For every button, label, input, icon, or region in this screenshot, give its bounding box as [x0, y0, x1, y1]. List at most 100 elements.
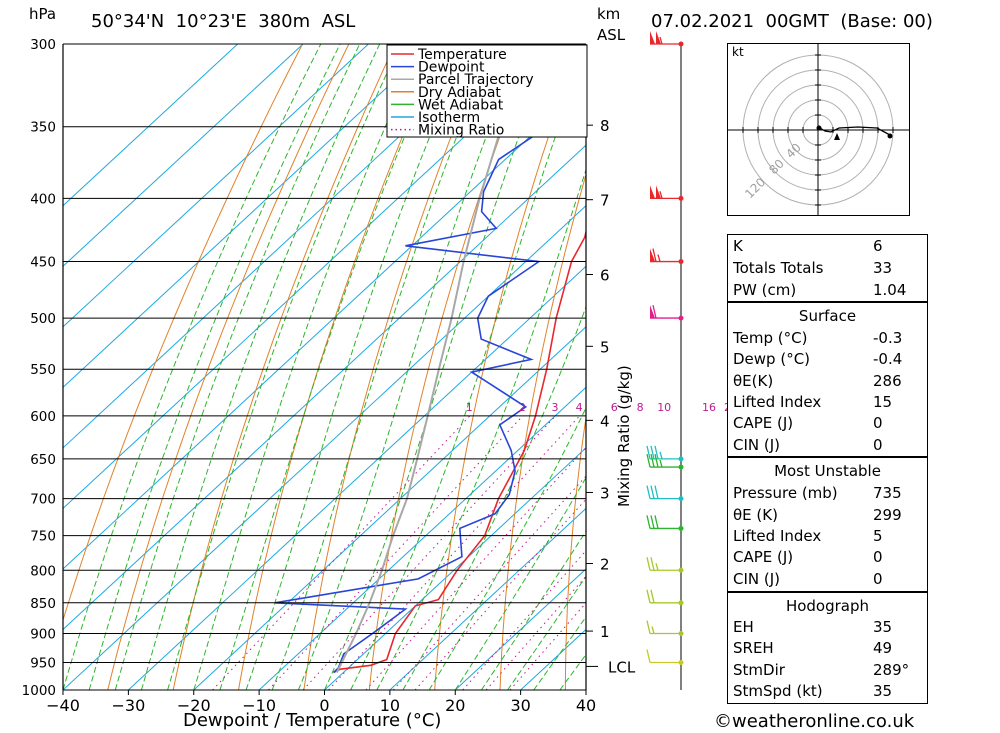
wind-barb-pennant [650, 305, 655, 319]
sreh-row: SREH 49 [728, 638, 927, 659]
wind-barb-pennant [650, 31, 655, 44]
hodograph-ring-label: 40 [783, 140, 804, 161]
wind-barb [650, 304, 684, 321]
stmdir-value: 289° [873, 661, 910, 679]
hodo-title-row: Hodograph [728, 596, 927, 617]
mu-cin-label: CIN (J) [733, 570, 781, 588]
wind-barb [646, 445, 684, 462]
legend-label: Temperature [417, 47, 507, 63]
dry-adiabat-line [499, 172, 586, 690]
surface-cin-value: 0 [873, 436, 883, 454]
stmdir-row: StmDir 289° [728, 660, 927, 681]
mixing-ratio-line [268, 415, 524, 690]
hodograph-start-dot [816, 125, 822, 131]
mixing-ratio-tick-label: 4 [576, 401, 583, 414]
wind-barb-flag [646, 620, 651, 634]
surface-temp-value: -0.3 [873, 329, 903, 347]
pressure-tick-label: 750 [30, 529, 56, 545]
k-index-value: 6 [873, 237, 883, 255]
surface-dewp-value: -0.4 [873, 350, 903, 368]
wind-barb-flag [654, 515, 659, 529]
surface-theta-row: θE(K) 286 [728, 371, 927, 392]
mixing-ratio-tick-label: 8 [637, 401, 644, 414]
isotherm-line [128, 265, 586, 690]
most-unstable-panel: Most Unstable Pressure (mb) 735 θE (K) 299… [727, 457, 928, 592]
totals-row: Totals Totals 33 [728, 258, 927, 279]
surface-cape-row: CAPE (J) 0 [728, 413, 927, 434]
legend-label: Isotherm [418, 110, 480, 126]
hodograph-end-dot [887, 133, 893, 139]
dry-adiabat-line [238, 44, 442, 690]
stmspd-row: StmSpd (kt) 35 [728, 681, 927, 702]
wet-adiabat-line [350, 49, 586, 690]
wind-barb-flag [646, 485, 651, 499]
km-tick-label: 2 [600, 556, 610, 574]
wind-barb [646, 649, 684, 665]
sreh-value: 49 [873, 639, 893, 657]
pressure-tick-label: 1000 [22, 683, 56, 699]
wind-barb-flag [646, 589, 651, 603]
mu-pressure-row: Pressure (mb) 735 [728, 483, 927, 504]
mixing-ratio-tick-label: 16 [702, 401, 716, 414]
wind-barb-half-flag [655, 563, 659, 571]
legend-label: Wet Adiabat [418, 97, 504, 113]
x-axis-label: Dewpoint / Temperature (°C) [183, 710, 442, 731]
mixing-ratio-line [328, 415, 580, 690]
surface-li-label: Lifted Index [733, 393, 822, 411]
wet-adiabat-line [376, 168, 586, 690]
isotherm-line [258, 386, 586, 690]
wet-adiabat-line [88, 44, 341, 690]
pressure-tick-label: 450 [30, 255, 56, 271]
hodograph-stats-panel: Hodograph EH 35 SREH 49 StmDir 289° StmSpd … [727, 592, 928, 704]
wet-adiabat-line [533, 616, 586, 690]
wind-barb-flag [650, 515, 655, 529]
hodograph-ring-label: 120 [742, 175, 768, 201]
isotherm-line [63, 44, 435, 389]
legend-label: Dewpoint [418, 60, 485, 76]
isotherm-line [63, 44, 565, 510]
isotherm-line [63, 44, 239, 207]
wet-adiabat-line [167, 44, 401, 690]
km-tick-label: 7 [600, 192, 610, 210]
mu-title: Most Unstable [774, 462, 881, 480]
wind-barb-flag [650, 485, 655, 499]
wet-adiabat-line [402, 305, 586, 690]
pressure-tick-label: 350 [30, 120, 56, 136]
mu-title-row: Most Unstable [728, 461, 927, 482]
x-tick-label: 30 [510, 696, 530, 715]
stmspd-label: StmSpd (kt) [733, 682, 823, 700]
wind-barb-half-flag [659, 459, 663, 468]
isotherm-line [389, 507, 586, 690]
mu-cape-label: CAPE (J) [733, 548, 794, 566]
hodograph-trace [819, 126, 891, 136]
mixing-ratio-tick-label: 3 [551, 401, 558, 414]
x-tick-label: −20 [177, 696, 211, 715]
wind-barb [646, 620, 684, 636]
wind-barb-half-flag [659, 36, 663, 45]
parcel-trajectory-line [335, 44, 533, 673]
mu-theta-label: θE (K) [733, 506, 778, 524]
surface-li-value: 15 [873, 393, 893, 411]
x-tick-label: −40 [46, 696, 80, 715]
surface-panel: Surface Temp (°C) -0.3 Dewp (°C) -0.4 θE(K… [727, 302, 928, 457]
hodograph-unit-label: kt [732, 45, 744, 59]
wind-barb [650, 248, 684, 265]
stmdir-label: StmDir [733, 661, 785, 679]
surface-cin-label: CIN (J) [733, 436, 781, 454]
mu-pressure-value: 735 [873, 484, 902, 502]
totals-label: Totals Totals [733, 259, 824, 277]
legend-box [386, 44, 588, 138]
sreh-label: SREH [733, 639, 774, 657]
wind-barb-pennant [650, 248, 655, 262]
pressure-unit-label: hPa [29, 5, 57, 23]
dry-adiabat-line [172, 44, 396, 690]
surface-temp-label: Temp (°C) [733, 329, 808, 347]
isotherm-line [63, 144, 586, 631]
km-tick-label: 4 [600, 412, 610, 430]
wet-adiabat-line [428, 406, 586, 690]
wind-barb-pennant [656, 31, 661, 44]
temperature-line [333, 228, 586, 674]
mu-cin-value: 0 [873, 570, 883, 588]
valid-time-title: 07.02.2021 00GMT (Base: 00) [651, 11, 933, 32]
